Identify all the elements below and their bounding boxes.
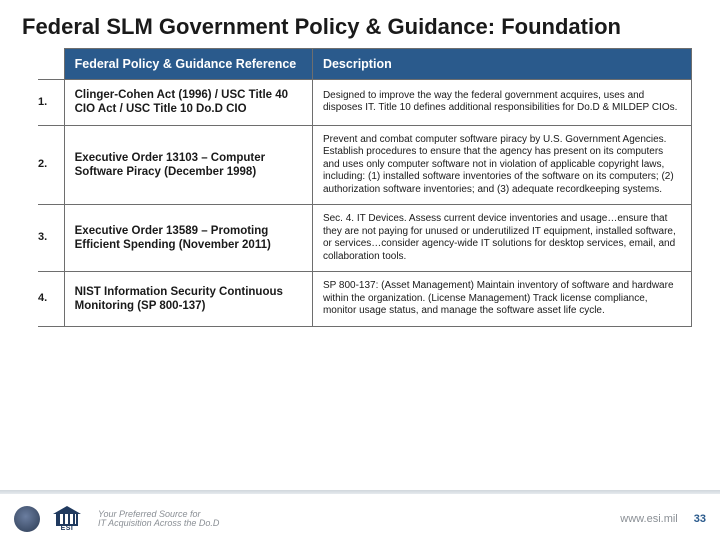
header-reference: Federal Policy & Guidance Reference — [64, 49, 312, 80]
footer-url: www.esi.mil — [620, 513, 677, 525]
table-row: 4. NIST Information Security Continuous … — [38, 272, 692, 327]
header-description: Description — [312, 49, 691, 80]
row-reference: NIST Information Security Continuous Mon… — [64, 272, 312, 327]
row-number: 4. — [38, 272, 64, 327]
row-number: 2. — [38, 125, 64, 205]
page-number: 33 — [694, 513, 706, 525]
footer: ESI Your Preferred Source for IT Acquisi… — [0, 498, 720, 540]
slide: Federal SLM Government Policy & Guidance… — [0, 0, 720, 540]
row-number: 1. — [38, 80, 64, 126]
table-row: 3. Executive Order 13589 – Promoting Eff… — [38, 205, 692, 272]
esi-label: ESI — [61, 525, 74, 532]
policy-table: Federal Policy & Guidance Reference Desc… — [38, 48, 692, 327]
table-header: Federal Policy & Guidance Reference Desc… — [38, 49, 692, 80]
dod-seal-icon — [14, 506, 40, 532]
row-description: Prevent and combat computer software pir… — [312, 125, 691, 205]
esi-logo-icon: ESI — [50, 504, 84, 534]
row-reference: Executive Order 13103 – Computer Softwar… — [64, 125, 312, 205]
footer-tagline: Your Preferred Source for IT Acquisition… — [98, 510, 219, 529]
table-row: 1. Clinger-Cohen Act (1996) / USC Title … — [38, 80, 692, 126]
row-number: 3. — [38, 205, 64, 272]
row-reference: Executive Order 13589 – Promoting Effici… — [64, 205, 312, 272]
row-description: Designed to improve the way the federal … — [312, 80, 691, 126]
header-blank — [38, 49, 64, 80]
policy-table-container: Federal Policy & Guidance Reference Desc… — [0, 48, 720, 540]
tagline-line2: IT Acquisition Across the Do.D — [98, 519, 219, 528]
row-description: SP 800-137: (Asset Management) Maintain … — [312, 272, 691, 327]
row-reference: Clinger-Cohen Act (1996) / USC Title 40 … — [64, 80, 312, 126]
table-row: 2. Executive Order 13103 – Computer Soft… — [38, 125, 692, 205]
row-description: Sec. 4. IT Devices. Assess current devic… — [312, 205, 691, 272]
slide-title: Federal SLM Government Policy & Guidance… — [0, 0, 720, 48]
